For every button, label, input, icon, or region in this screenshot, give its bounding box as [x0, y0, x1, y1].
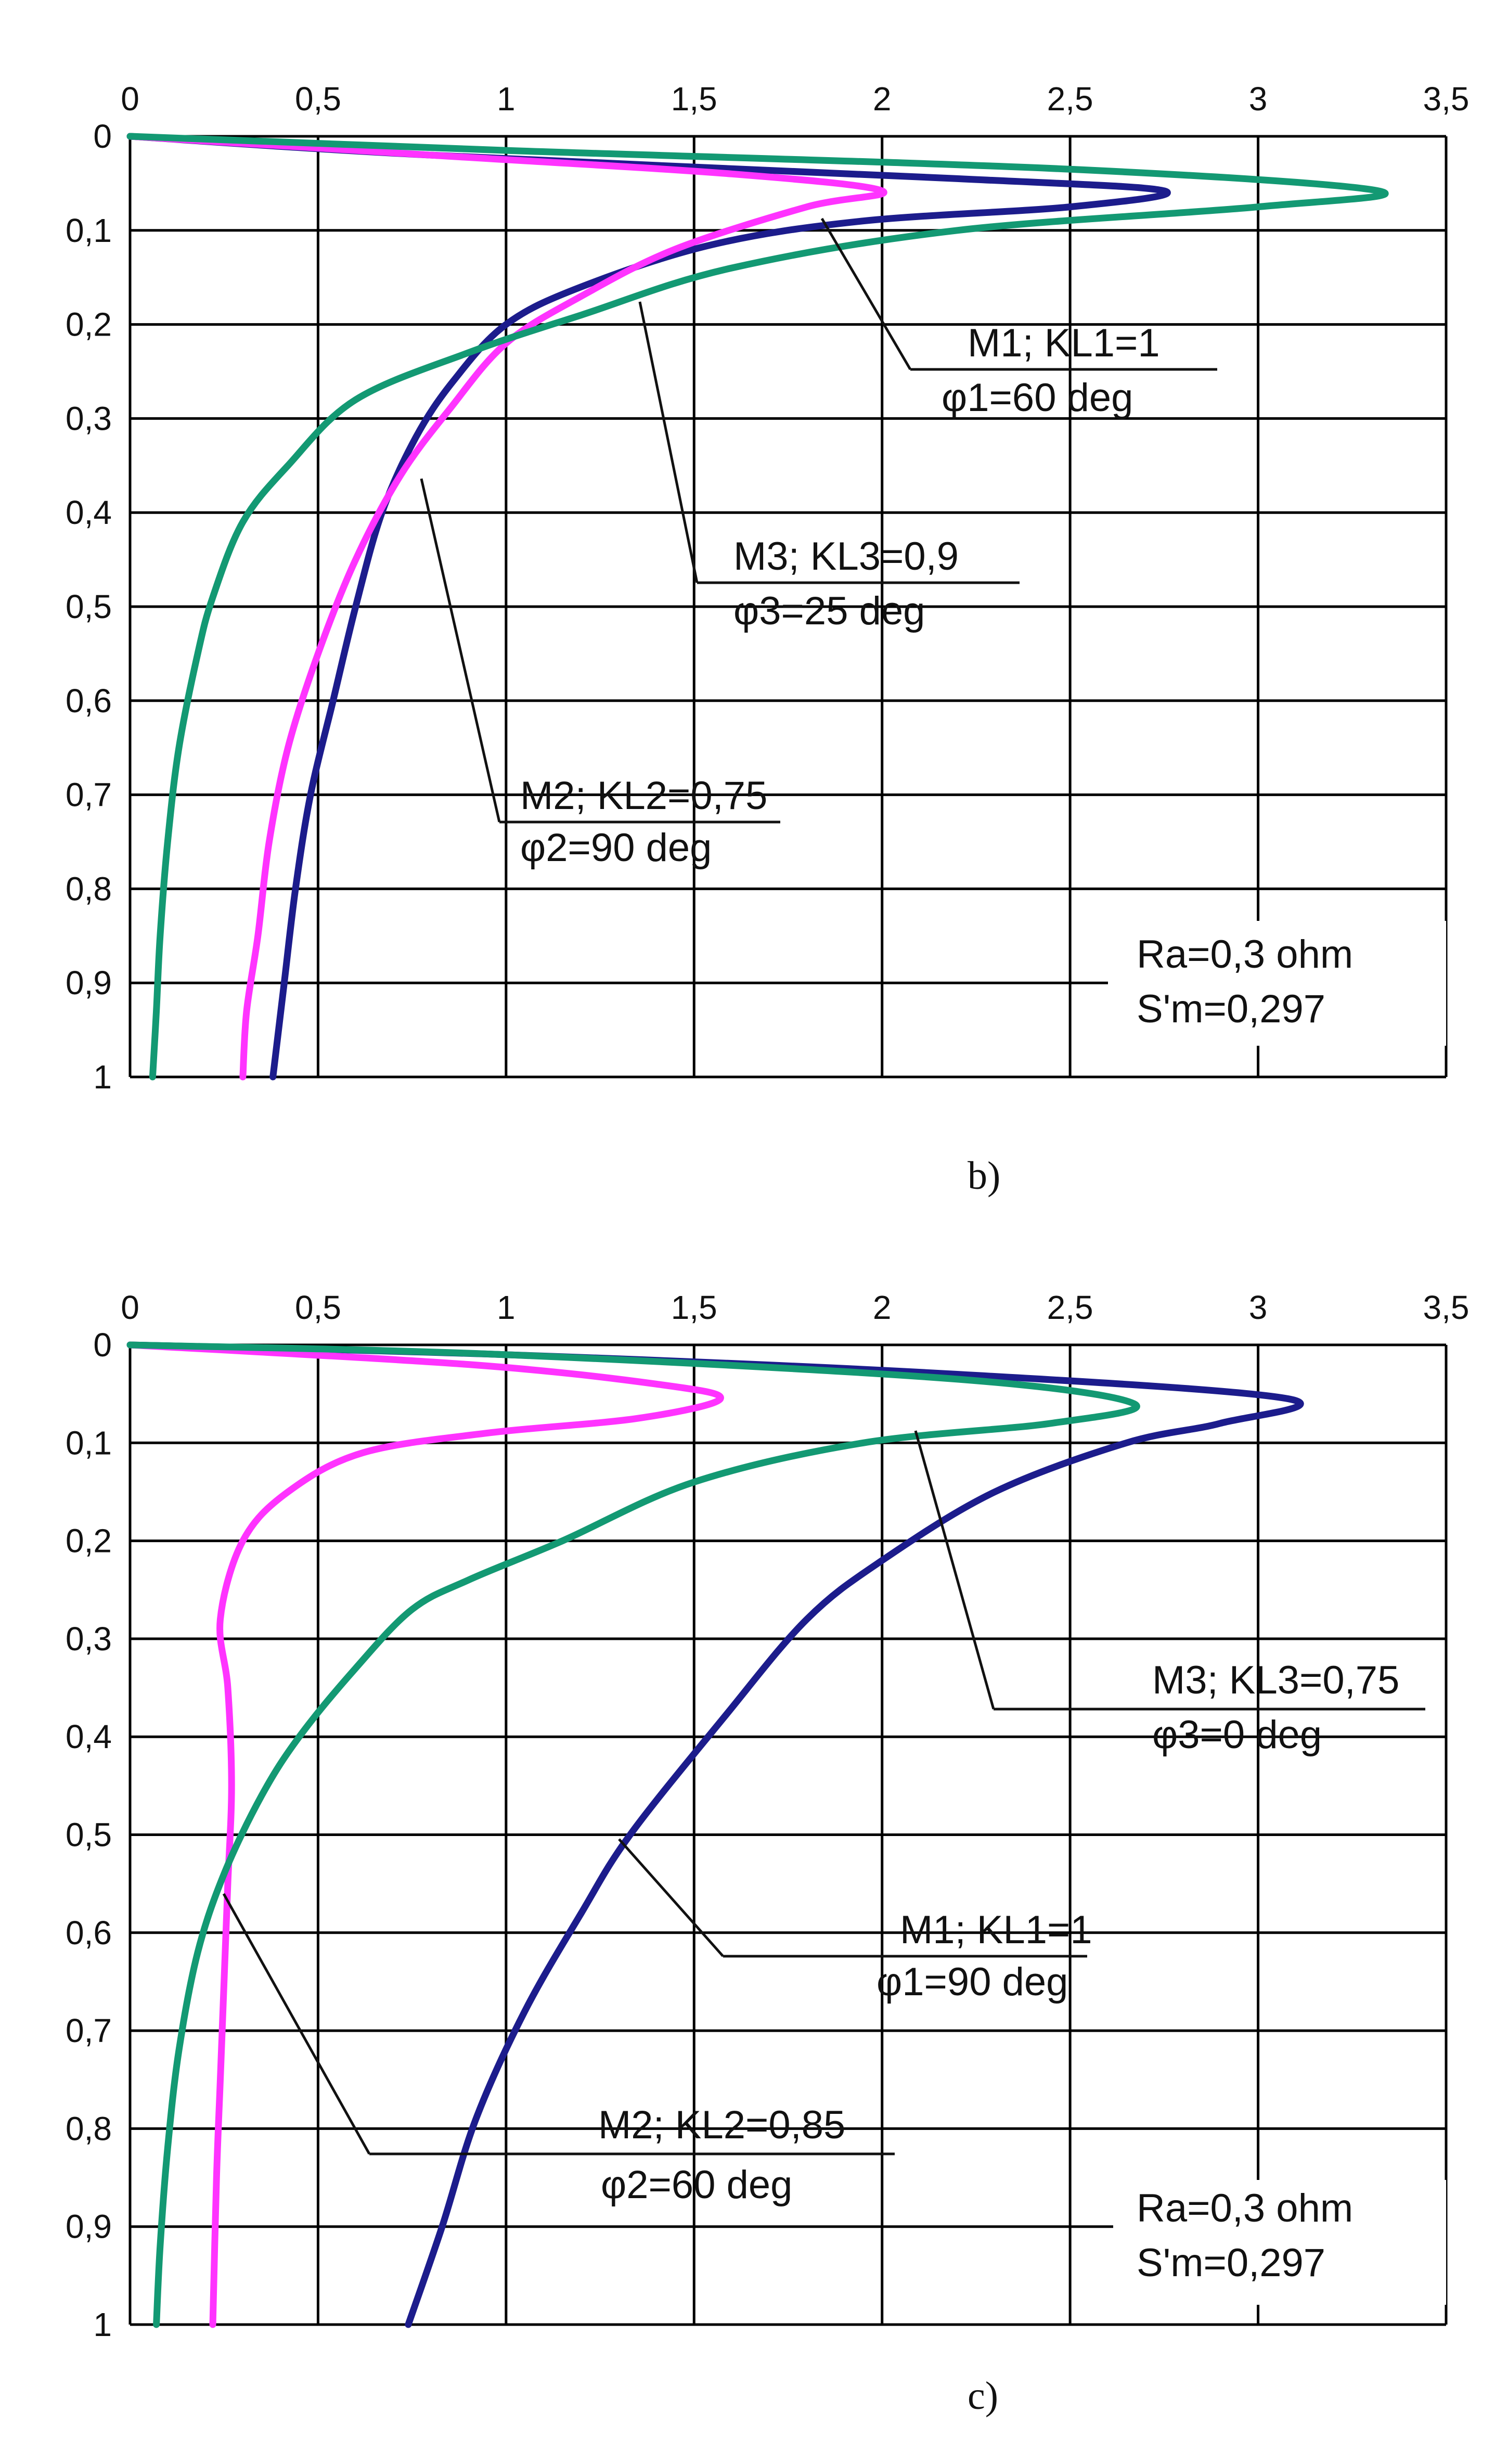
annotation-c-m2-line1: M2; KL2=0,85	[598, 2103, 845, 2147]
annotation-b-m2-line1: M2; KL2=0,75	[520, 774, 767, 818]
annotation-c-m1: M1; KL1=1 φ1=90 deg	[618, 1838, 1092, 2004]
y-tick-label-b-2: 0,2	[66, 306, 112, 343]
annotation-b-m2-line2: φ2=90 deg	[520, 826, 712, 870]
x-tick-label-c-4: 2	[873, 1289, 892, 1326]
annotation-c-m1-line2: φ1=90 deg	[877, 1960, 1068, 2004]
y-axis-c: 0 0,1 0,2 0,3 0,4 0,5 0,6 0,7 0,8 0,9 1	[66, 1326, 112, 2343]
y-tick-label-b-6: 0,6	[66, 682, 112, 720]
annotation-c-m2-line2: φ2=60 deg	[601, 2163, 792, 2207]
series-group-b	[126, 133, 1389, 1081]
x-tick-label-b-6: 3	[1249, 80, 1268, 118]
series-line-c-m2	[126, 1341, 724, 2328]
annotation-b-m1-line1: M1; KL1=1	[968, 321, 1160, 365]
y-tick-label-b-1: 0,1	[66, 212, 112, 249]
annotation-c-m1-line1: M1; KL1=1	[900, 1908, 1092, 1952]
annotation-b-m2: M2; KL2=0,75 φ2=90 deg	[420, 478, 780, 870]
x-tick-label-b-3: 1,5	[671, 80, 717, 118]
x-tick-label-b-0: 0	[121, 80, 139, 118]
annotation-b-m3-line2: φ3=25 deg	[733, 589, 925, 633]
y-tick-label-c-0: 0	[93, 1326, 112, 1364]
chart-panel-c: 0 0,5 1 1,5 2 2,5 3 3,5 00,10,20,30,40,50,60,70…	[66, 1289, 1469, 2418]
y-tick-label-b-4: 0,4	[66, 494, 112, 531]
x-tick-label-b-4: 2	[873, 80, 892, 118]
x-tick-label-b-7: 3,5	[1423, 80, 1470, 118]
panel-label-b: b)	[968, 1154, 1000, 1198]
annotation-c-m2: M2; KL2=0,85 φ2=60 deg	[222, 1893, 895, 2207]
annotation-b-m1-line2: φ1=60 deg	[942, 376, 1133, 420]
x-axis-b: 0 0,5 1 1,5 2 2,5 3 3,5	[121, 80, 1469, 118]
x-tick-label-c-6: 3	[1249, 1289, 1268, 1326]
y-tick-label-c-4: 0,4	[66, 1718, 112, 1755]
annotation-c-m3-line2: φ3=0 deg	[1152, 1713, 1322, 1757]
y-tick-label-b-3: 0,3	[66, 400, 112, 437]
x-tick-label-b-2: 1	[497, 80, 515, 118]
parameter-sm-b: S'm=0,297	[1137, 987, 1325, 1031]
y-tick-label-b-8: 0,8	[66, 870, 112, 907]
y-tick-label-c-6: 0,6	[66, 1914, 112, 1952]
annotation-b-m3-line1: M3; KL3=0,9	[733, 534, 959, 579]
panel-label-c: c)	[968, 2374, 998, 2418]
chart-panel-b: 0 0,5 1 1,5 2 2,5 3 3,5 00,10,20,30,40,50,60,70…	[66, 80, 1469, 1198]
x-tick-label-c-5: 2,5	[1047, 1289, 1093, 1326]
series-line-b-m3	[126, 133, 1389, 1081]
x-tick-label-b-1: 0,5	[295, 80, 341, 118]
parameters-box-c: Ra=0,3 ohm S'm=0,297	[1113, 2180, 1446, 2305]
x-tick-label-b-5: 2,5	[1047, 80, 1093, 118]
x-tick-label-c-0: 0	[121, 1289, 139, 1326]
grid-b	[128, 135, 1448, 1079]
y-axis-b: 0 0,1 0,2 0,3 0,4 0,5 0,6 0,7 0,8 0,9 1	[66, 118, 112, 1096]
annotation-b-m3: M3; KL3=0,9 φ3=25 deg	[638, 301, 1020, 633]
y-tick-label-c-10: 1	[93, 2306, 112, 2343]
grid-c	[128, 1343, 1448, 2326]
parameter-sm-c: S'm=0,297	[1137, 2241, 1325, 2285]
y-tick-label-b-10: 1	[93, 1058, 112, 1096]
y-tick-label-c-1: 0,1	[66, 1424, 112, 1461]
x-tick-label-c-2: 1	[497, 1289, 515, 1326]
x-tick-label-c-1: 0,5	[295, 1289, 341, 1326]
y-tick-label-b-9: 0,9	[66, 964, 112, 1002]
x-tick-label-c-3: 1,5	[671, 1289, 717, 1326]
y-tick-label-c-7: 0,7	[66, 2012, 112, 2049]
annotation-c-m3-line1: M3; KL3=0,75	[1152, 1658, 1399, 1702]
y-tick-label-b-0: 0	[93, 118, 112, 155]
annotation-c-m3: M3; KL3=0,75 φ3=0 deg	[914, 1430, 1425, 1757]
y-tick-label-c-3: 0,3	[66, 1620, 112, 1658]
series-line-c-m3	[126, 1341, 1140, 2328]
series-line-b-m1	[126, 133, 1171, 1081]
series-group-c	[126, 1341, 1304, 2328]
y-tick-label-c-9: 0,9	[66, 2208, 112, 2245]
parameters-box-b: Ra=0,3 ohm S'm=0,297	[1108, 921, 1446, 1046]
y-tick-label-c-5: 0,5	[66, 1816, 112, 1854]
parameter-ra-b: Ra=0,3 ohm	[1137, 932, 1353, 977]
x-axis-c: 0 0,5 1 1,5 2 2,5 3 3,5	[121, 1289, 1469, 1326]
parameter-ra-c: Ra=0,3 ohm	[1137, 2186, 1353, 2230]
y-tick-label-c-2: 0,2	[66, 1522, 112, 1560]
annotation-b-m1: M1; KL1=1 φ1=60 deg	[820, 217, 1217, 420]
x-tick-label-c-7: 3,5	[1423, 1289, 1470, 1326]
y-tick-label-c-8: 0,8	[66, 2110, 112, 2147]
y-tick-label-b-5: 0,5	[66, 588, 112, 625]
y-tick-label-b-7: 0,7	[66, 776, 112, 814]
